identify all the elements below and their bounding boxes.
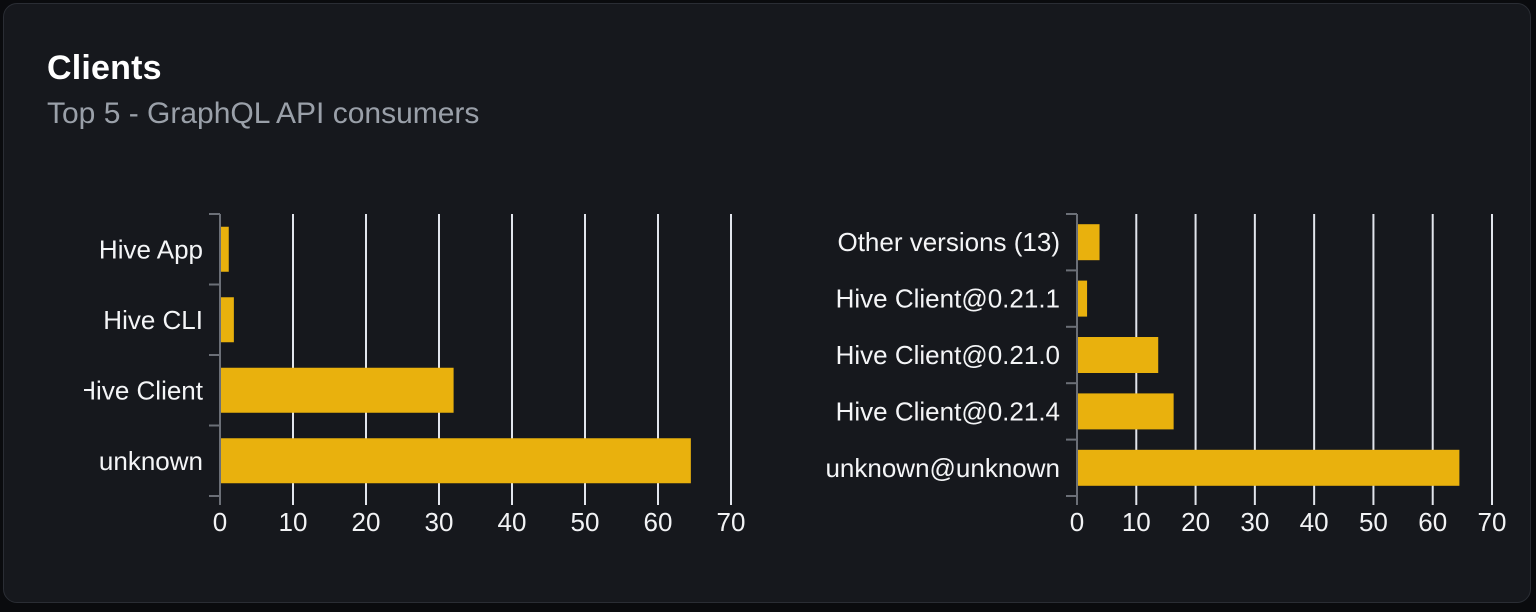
x-tick-label: 50 xyxy=(1359,507,1388,537)
x-tick-label: 60 xyxy=(644,507,673,537)
category-label: Other versions (13) xyxy=(837,227,1060,257)
bar-hive-cli[interactable] xyxy=(220,297,234,343)
bar-hive-client-0-21-0[interactable] xyxy=(1077,337,1159,373)
category-label: Hive Client@0.21.1 xyxy=(836,284,1060,314)
category-label: Hive CLI xyxy=(103,305,203,335)
x-tick-label: 40 xyxy=(498,507,527,537)
bar-hive-client-0-21-4[interactable] xyxy=(1077,393,1174,430)
x-tick-label: 70 xyxy=(717,507,746,537)
category-label: Hive Client@0.21.0 xyxy=(836,340,1060,370)
panel-subtitle: Top 5 - GraphQL API consumers xyxy=(47,97,480,130)
bar-unknown[interactable] xyxy=(220,438,691,484)
x-tick-label: 10 xyxy=(279,507,308,537)
panel-header: Clients Top 5 - GraphQL API consumers xyxy=(47,49,479,131)
x-tick-label: 20 xyxy=(1181,507,1210,537)
clients-panel: Clients Top 5 - GraphQL API consumers Hi… xyxy=(3,3,1531,603)
x-tick-label: 20 xyxy=(352,507,381,537)
x-tick-label: 10 xyxy=(1122,507,1151,537)
category-label: unknown xyxy=(99,446,203,476)
category-label: unknown@unknown xyxy=(825,453,1060,483)
category-label: Hive Client xyxy=(84,375,204,405)
x-tick-label: 70 xyxy=(1478,507,1507,537)
bar-hive-client[interactable] xyxy=(220,367,454,413)
clients-bar-chart[interactable]: Hive App Hive CLI Hive Client unknown 0 10 20 3… xyxy=(84,200,784,550)
category-label: Hive App xyxy=(99,234,203,264)
panel-title: Clients xyxy=(47,49,162,87)
chart-canvas[interactable]: Hive App Hive CLI Hive Client unknown 0 10 20 3… xyxy=(84,200,784,550)
bar-hive-client-0-21-1[interactable] xyxy=(1077,280,1088,317)
x-tick-label: 60 xyxy=(1418,507,1447,537)
bar-unknown-unknown[interactable] xyxy=(1077,449,1460,486)
x-tick-label: 40 xyxy=(1300,507,1329,537)
bar-other-versions-13[interactable] xyxy=(1077,224,1100,261)
x-tick-label: 50 xyxy=(571,507,600,537)
category-label: Hive Client@0.21.4 xyxy=(836,396,1060,426)
bar-hive-app[interactable] xyxy=(220,226,229,272)
x-tick-label: 0 xyxy=(213,507,227,537)
x-tick-label: 30 xyxy=(1240,507,1269,537)
chart-canvas[interactable]: Other versions (13) Hive Client@0.21.1 Hiv… xyxy=(824,200,1524,550)
client-versions-bar-chart[interactable]: Other versions (13) Hive Client@0.21.1 Hiv… xyxy=(824,200,1524,550)
x-tick-label: 0 xyxy=(1070,507,1084,537)
x-tick-label: 30 xyxy=(425,507,454,537)
